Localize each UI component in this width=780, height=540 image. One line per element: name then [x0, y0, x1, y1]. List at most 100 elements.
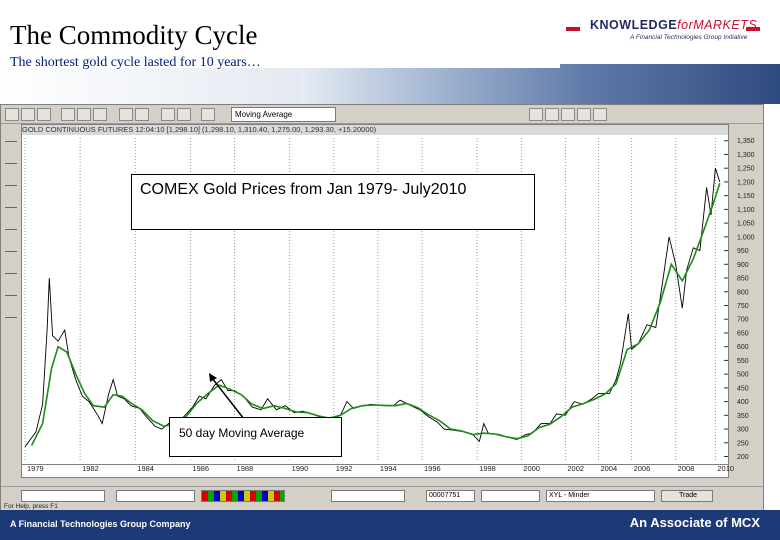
x-tick-label: 1988 [237, 464, 254, 473]
y-tick-label: 950 [737, 248, 749, 255]
slide-header: The Commodity Cycle The shortest gold cy… [0, 0, 780, 104]
y-tick-label: 1,350 [737, 138, 755, 145]
x-axis-ticks: 1979 1982 1984 1986 1988 1990 1992 1994 1996 1998… [27, 464, 734, 473]
text-tool-icon[interactable] [5, 287, 17, 296]
y-tick-label: 900 [737, 262, 749, 269]
tile-icon[interactable] [545, 108, 559, 121]
status-bar: For Help, press F1 [4, 503, 58, 510]
x-tick-label: 1984 [137, 464, 154, 473]
x-tick-label: 1998 [479, 464, 496, 473]
zoom-out-icon[interactable] [135, 108, 149, 121]
y-tick-label: 1,300 [737, 152, 755, 159]
y-tick-label: 1,150 [737, 193, 755, 200]
slide-title: The Commodity Cycle [10, 20, 258, 50]
y-tick-label: 1,250 [737, 166, 755, 173]
x-tick-label: 1994 [380, 464, 397, 473]
print-icon[interactable] [37, 108, 51, 121]
cut-icon[interactable] [61, 108, 75, 121]
y-tick-label: 500 [737, 372, 749, 379]
x-tick-label: 1996 [424, 464, 441, 473]
cascade-icon[interactable] [561, 108, 575, 121]
logo-red-bar-left [566, 27, 580, 31]
app-toolbar: Moving Average [1, 105, 763, 124]
crosshair-icon[interactable] [201, 108, 215, 121]
x-tick-label: 1979 [27, 464, 44, 473]
grid-icon[interactable] [577, 108, 591, 121]
logo-italic-text: forMARKETS [677, 18, 758, 32]
ma-annotation-arrowhead [209, 373, 217, 382]
fibonacci-icon[interactable] [5, 221, 17, 230]
window-icon[interactable] [529, 108, 543, 121]
scale-select[interactable] [331, 490, 405, 502]
y-tick-label: 800 [737, 289, 749, 296]
zoom-in-icon[interactable] [119, 108, 133, 121]
chart-annotation-moving-average: 50 day Moving Average [169, 417, 342, 457]
x-tick-label: 2010 [717, 464, 734, 473]
account-select[interactable]: XYL - Minder [546, 490, 655, 502]
channel-icon[interactable] [5, 243, 17, 252]
period-select[interactable] [481, 490, 540, 502]
y-tick-label: 600 [737, 344, 749, 351]
chart-annotation-title: COMEX Gold Prices from Jan 1979- July201… [131, 174, 535, 230]
y-tick-label: 1,200 [737, 179, 755, 186]
y-tick-label: 450 [737, 385, 749, 392]
symbol-code-field[interactable]: 00007751 [426, 490, 475, 502]
vertical-line-icon[interactable] [5, 199, 17, 208]
header-gradient-right [300, 64, 780, 104]
layout-icon[interactable] [593, 108, 607, 121]
x-tick-label: 1990 [292, 464, 309, 473]
x-tick-label: 2004 [600, 464, 617, 473]
y-tick-label: 200 [737, 454, 749, 461]
x-tick-label: 2002 [567, 464, 584, 473]
header-gradient-left [0, 68, 300, 104]
y-tick-label: 550 [737, 358, 749, 365]
y-axis-ticks: 200 250 300 350 400 450 500 550 600 650 700 750 800 8… [724, 138, 755, 461]
y-tick-label: 700 [737, 317, 749, 324]
line-width-select[interactable] [116, 490, 195, 502]
line-chart-icon[interactable] [177, 108, 191, 121]
app-bottom-bar: 00007751 XYL - Minder Trade [1, 486, 763, 503]
y-tick-label: 250 [737, 440, 749, 447]
x-tick-label: 1986 [192, 464, 209, 473]
y-tick-label: 1,050 [737, 221, 755, 228]
moving-average-series [30, 183, 721, 446]
y-tick-label: 350 [737, 413, 749, 420]
trade-button[interactable]: Trade [661, 490, 713, 502]
y-tick-label: 850 [737, 276, 749, 283]
color-palette[interactable] [201, 490, 285, 502]
horizontal-line-icon[interactable] [5, 177, 17, 186]
footer-company-text: A Financial Technologies Group Company [10, 519, 191, 529]
bar-chart-icon[interactable] [161, 108, 175, 121]
company-logo: KNOWLEDGEforMARKETS A Financial Technolo… [590, 18, 757, 41]
paste-icon[interactable] [93, 108, 107, 121]
save-icon[interactable] [21, 108, 35, 121]
logo-subtitle: A Financial Technologies Group Initiativ… [630, 34, 748, 41]
line-style-select[interactable] [21, 490, 105, 502]
arrow-tool-icon[interactable] [5, 309, 17, 318]
y-tick-label: 650 [737, 330, 749, 337]
slide-subtitle: The shortest gold cycle lasted for 10 ye… [10, 55, 261, 70]
x-tick-label: 1982 [82, 464, 99, 473]
y-tick-label: 750 [737, 303, 749, 310]
pointer-icon[interactable] [5, 133, 17, 142]
drawing-tools [1, 125, 21, 485]
x-axis-strip [21, 464, 729, 478]
indicator-select[interactable]: Moving Average [231, 107, 336, 122]
open-icon[interactable] [5, 108, 19, 121]
x-tick-label: 2008 [678, 464, 695, 473]
title-panel: The Commodity Cycle The shortest gold cy… [0, 4, 560, 70]
footer-associate-text: An Associate of MCX [629, 515, 760, 530]
gann-icon[interactable] [5, 265, 17, 274]
y-tick-label: 1,000 [737, 234, 755, 241]
logo-red-bar-right [746, 27, 760, 31]
y-tick-label: 400 [737, 399, 749, 406]
x-tick-label: 2006 [634, 464, 651, 473]
logo-main-text: KNOWLEDGE [590, 18, 678, 32]
ma-annotation-arrow [211, 377, 245, 420]
y-tick-label: 300 [737, 427, 749, 434]
trendline-icon[interactable] [5, 155, 17, 164]
slide-footer: A Financial Technologies Group Company A… [0, 510, 780, 540]
x-tick-label: 2000 [523, 464, 540, 473]
copy-icon[interactable] [77, 108, 91, 121]
